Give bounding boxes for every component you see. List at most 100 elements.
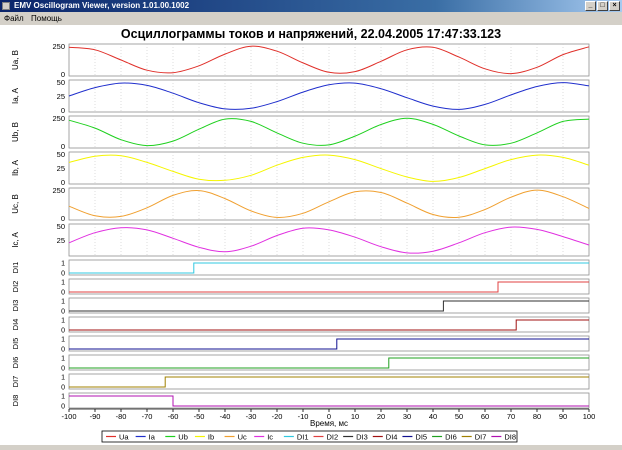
signal-line-di8 [69,395,589,407]
y-tick-label: 0 [61,178,65,187]
y-tick-label: 1 [61,394,65,401]
legend-label: DI3 [356,433,368,442]
panel-ua: 0 250 Ua, В [11,42,590,79]
menu-bar: Файл Помощь [0,12,622,25]
signal-line-di4 [69,319,589,331]
x-tick-label: -90 [90,412,101,421]
y-tick-label: 250 [52,186,65,195]
y-axis-label: DI4 [11,319,20,331]
y-tick-label: 50 [57,222,65,231]
legend-label: Ic [267,433,273,442]
menu-help[interactable]: Помощь [31,14,62,23]
signal-line-di3 [69,300,589,312]
legend-item-di6: DI6 [432,433,457,442]
oscillogram-chart: Осциллограммы токов и напряжений, 22.04.… [0,25,622,450]
panel-di8: 0 1 DI8 [11,392,590,411]
y-tick-label: 250 [52,114,65,123]
minimize-button[interactable]: _ [585,1,596,11]
y-tick-label: 0 [61,404,65,411]
legend-item-ia: Ia [135,433,156,442]
y-axis-label: DI5 [11,338,20,350]
legend-item-di8: DI8 [491,433,516,442]
x-tick-label: 70 [507,412,515,421]
legend-item-di4: DI4 [372,433,397,442]
panel-ic: 25 50 Ic, A [11,222,590,257]
y-axis-label: Ib, A [11,159,20,176]
x-tick-label: 100 [583,412,596,421]
x-tick-label: 80 [533,412,541,421]
x-tick-label: -40 [220,412,231,421]
y-axis-label: Uc, В [11,194,20,214]
x-tick-label: 90 [559,412,567,421]
x-tick-label: -70 [142,412,153,421]
legend-item-di3: DI3 [343,433,368,442]
x-tick-label: 50 [455,412,463,421]
legend-label: DI2 [327,433,339,442]
y-tick-label: 1 [61,318,65,325]
maximize-button[interactable]: □ [597,1,608,11]
y-axis-label: Ua, В [11,50,20,70]
y-tick-label: 0 [61,142,65,151]
y-tick-label: 0 [61,366,65,373]
menu-file[interactable]: Файл [4,14,24,23]
y-tick-label: 0 [61,309,65,316]
panel-ib: 0 25 50 Ib, A [11,150,590,187]
panel-di6: 0 1 DI6 [11,354,590,373]
series-line-ib [68,154,590,182]
y-tick-label: 50 [57,78,65,87]
y-tick-label: 1 [61,337,65,344]
y-tick-label: 0 [61,328,65,335]
panel-frame [68,354,590,371]
close-button[interactable]: × [609,1,620,11]
signal-line-di5 [69,338,589,350]
legend-item-ub: Ub [165,433,188,442]
legend-label: DI7 [475,433,487,442]
y-tick-label: 0 [61,347,65,354]
chart-title: Осциллограммы токов и напряжений, 22.04.… [121,27,501,41]
x-tick-label: -80 [116,412,127,421]
y-tick-label: 0 [61,214,65,223]
panel-di7: 0 1 DI7 [11,373,590,392]
panel-frame [68,316,590,333]
y-axis-label: Ia, A [11,87,20,104]
panel-frame [68,392,590,409]
legend-item-ic: Ic [254,433,273,442]
panel-frame [68,335,590,352]
legend-label: DI8 [504,433,516,442]
panel-ia: 0 25 50 Ia, A [11,78,590,115]
y-axis-label: DI8 [11,395,20,407]
series-line-ub [68,117,590,147]
panel-di1: 0 1 DI1 [11,259,590,278]
x-tick-label: -30 [246,412,257,421]
panel-frame [68,373,590,390]
signal-line-di7 [69,376,589,388]
x-tick-label: -50 [194,412,205,421]
y-axis-label: DI2 [11,281,20,293]
title-bar[interactable]: EMV Oscillogram Viewer, version 1.01.00.… [0,0,622,12]
x-tick-label: 20 [377,412,385,421]
x-tick-label: 10 [351,412,359,421]
x-tick-label: 60 [481,412,489,421]
series-line-uc [68,189,590,218]
signal-line-di1 [69,262,589,274]
y-tick-label: 1 [61,356,65,363]
series-line-ia [68,82,590,110]
legend-label: DI6 [445,433,457,442]
y-axis-label: DI3 [11,300,20,312]
legend-item-di2: DI2 [313,433,339,442]
panel-di3: 0 1 DI3 [11,297,590,316]
legend-label: Ub [178,433,188,442]
window-title: EMV Oscillogram Viewer, version 1.01.00.… [14,1,190,10]
legend-item-di1: DI1 [283,433,309,442]
y-tick-label: 0 [61,70,65,79]
panel-frame [68,259,590,276]
panel-frame [68,278,590,295]
y-tick-label: 0 [61,290,65,297]
legend-item-di7: DI7 [461,433,487,442]
y-tick-label: 50 [57,150,65,159]
legend-label: Ib [208,433,214,442]
series-line-ic [68,226,590,254]
panel-di5: 0 1 DI5 [11,335,590,354]
legend-item-ib: Ib [194,433,214,442]
